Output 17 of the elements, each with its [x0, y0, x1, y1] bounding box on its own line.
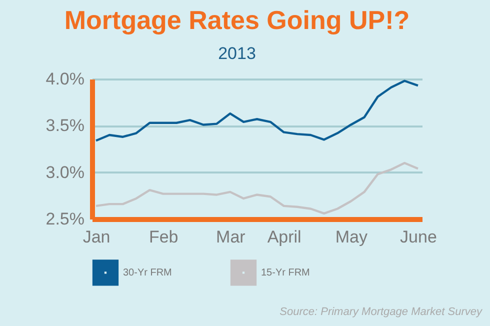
line-series	[94, 80, 420, 142]
source-note: Source: Primary Mortgage Market Survey	[280, 306, 482, 318]
line-series	[94, 162, 420, 214]
chart-subtitle: 2013	[218, 44, 256, 63]
x-tick-label: Feb	[148, 228, 178, 246]
x-tick-label: June	[400, 228, 437, 246]
y-tick-label: 3.0%	[46, 162, 84, 182]
x-tick-label: Mar	[216, 228, 246, 246]
y-tick-label: 3.5%	[46, 116, 84, 136]
x-tick-label: April	[267, 228, 302, 246]
y-tick-label: 4.0%	[46, 70, 84, 88]
x-tick-label: May	[335, 228, 368, 246]
legend-label: 30-Yr FRM	[123, 268, 172, 279]
x-tick-label: Jan	[82, 228, 110, 246]
legend-label: 15-Yr FRM	[261, 268, 310, 279]
y-tick-label: 2.5%	[46, 210, 84, 228]
chart-title: Mortgage Rates Going UP!?	[64, 5, 410, 35]
